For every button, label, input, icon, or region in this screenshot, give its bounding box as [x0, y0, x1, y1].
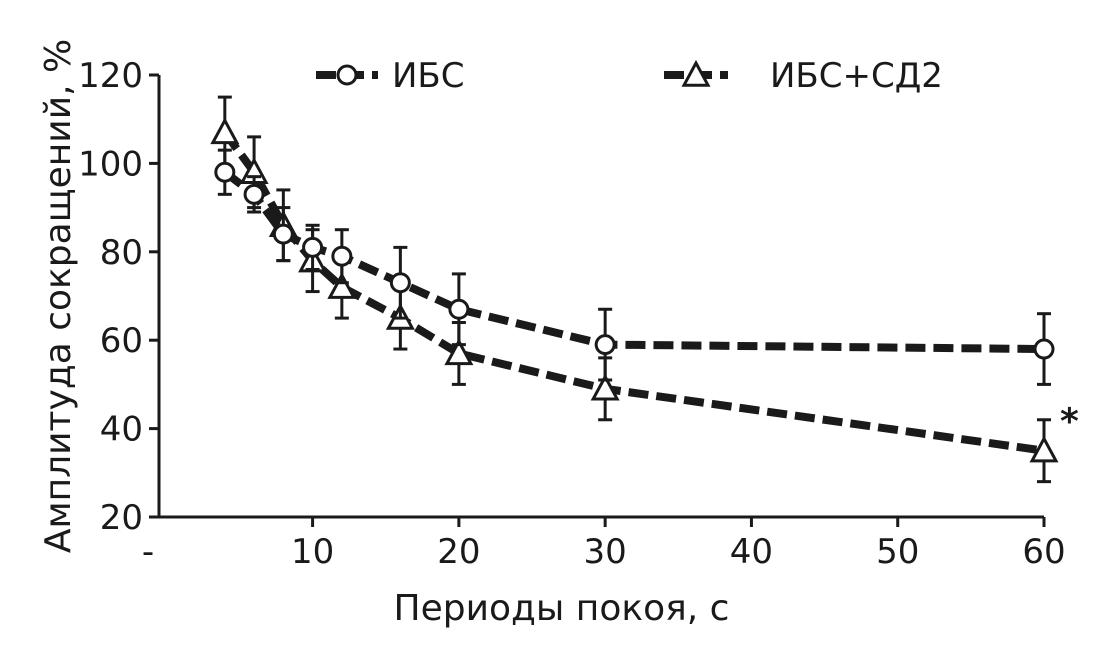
series-line [221, 130, 1045, 455]
legend-label: ИБС+СД2 [770, 56, 943, 96]
x-tick-label: 50 [876, 532, 919, 572]
data-point [243, 183, 265, 205]
data-point [331, 245, 353, 267]
annotation-layer: * [1060, 401, 1079, 442]
data-point [1029, 435, 1059, 463]
y-tick-label: 60 [100, 321, 143, 361]
x-tick-label: 20 [437, 532, 480, 572]
x-tick-label: 40 [730, 532, 773, 572]
series-layer [210, 95, 1059, 484]
x-axis: - 10 20 30 40 50 60 [142, 515, 1066, 572]
y-tick-label: 80 [100, 233, 143, 273]
x-tick-label: - [142, 532, 154, 572]
data-point [389, 272, 411, 294]
series-ibs [214, 148, 1055, 386]
series-ibs-sd2 [210, 95, 1059, 484]
data-point [327, 272, 357, 299]
significance-mark: * [1060, 401, 1079, 442]
data-point [302, 236, 324, 258]
x-tick-label: 30 [584, 532, 627, 572]
y-tick-label: 120 [78, 56, 143, 96]
legend-item: ИБС+СД2 [664, 56, 943, 96]
x-axis-title: Периоды покоя, с [394, 588, 730, 629]
y-tick-label: 100 [78, 144, 143, 184]
x-tick-label: 60 [1022, 532, 1065, 572]
y-axis: 20 40 60 80 100 120 [78, 56, 161, 538]
data-point [210, 117, 240, 145]
legend-label: ИБС [392, 56, 465, 96]
data-point [214, 161, 236, 183]
data-point [1033, 338, 1055, 360]
data-point [594, 334, 616, 356]
y-tick-label: 20 [100, 498, 143, 538]
data-point [448, 298, 470, 320]
data-point [272, 223, 294, 245]
legend-item: ИБС [316, 56, 465, 96]
data-point [590, 373, 620, 401]
y-tick-label: 40 [100, 410, 143, 450]
data-point [444, 338, 474, 366]
x-tick-label: 10 [291, 532, 334, 572]
circle-marker-icon [336, 64, 358, 86]
y-axis-title: Амплитуда сокращений, % [38, 39, 79, 553]
legend: ИБС ИБС+СД2 [316, 56, 943, 96]
triangle-marker-icon [681, 59, 711, 87]
